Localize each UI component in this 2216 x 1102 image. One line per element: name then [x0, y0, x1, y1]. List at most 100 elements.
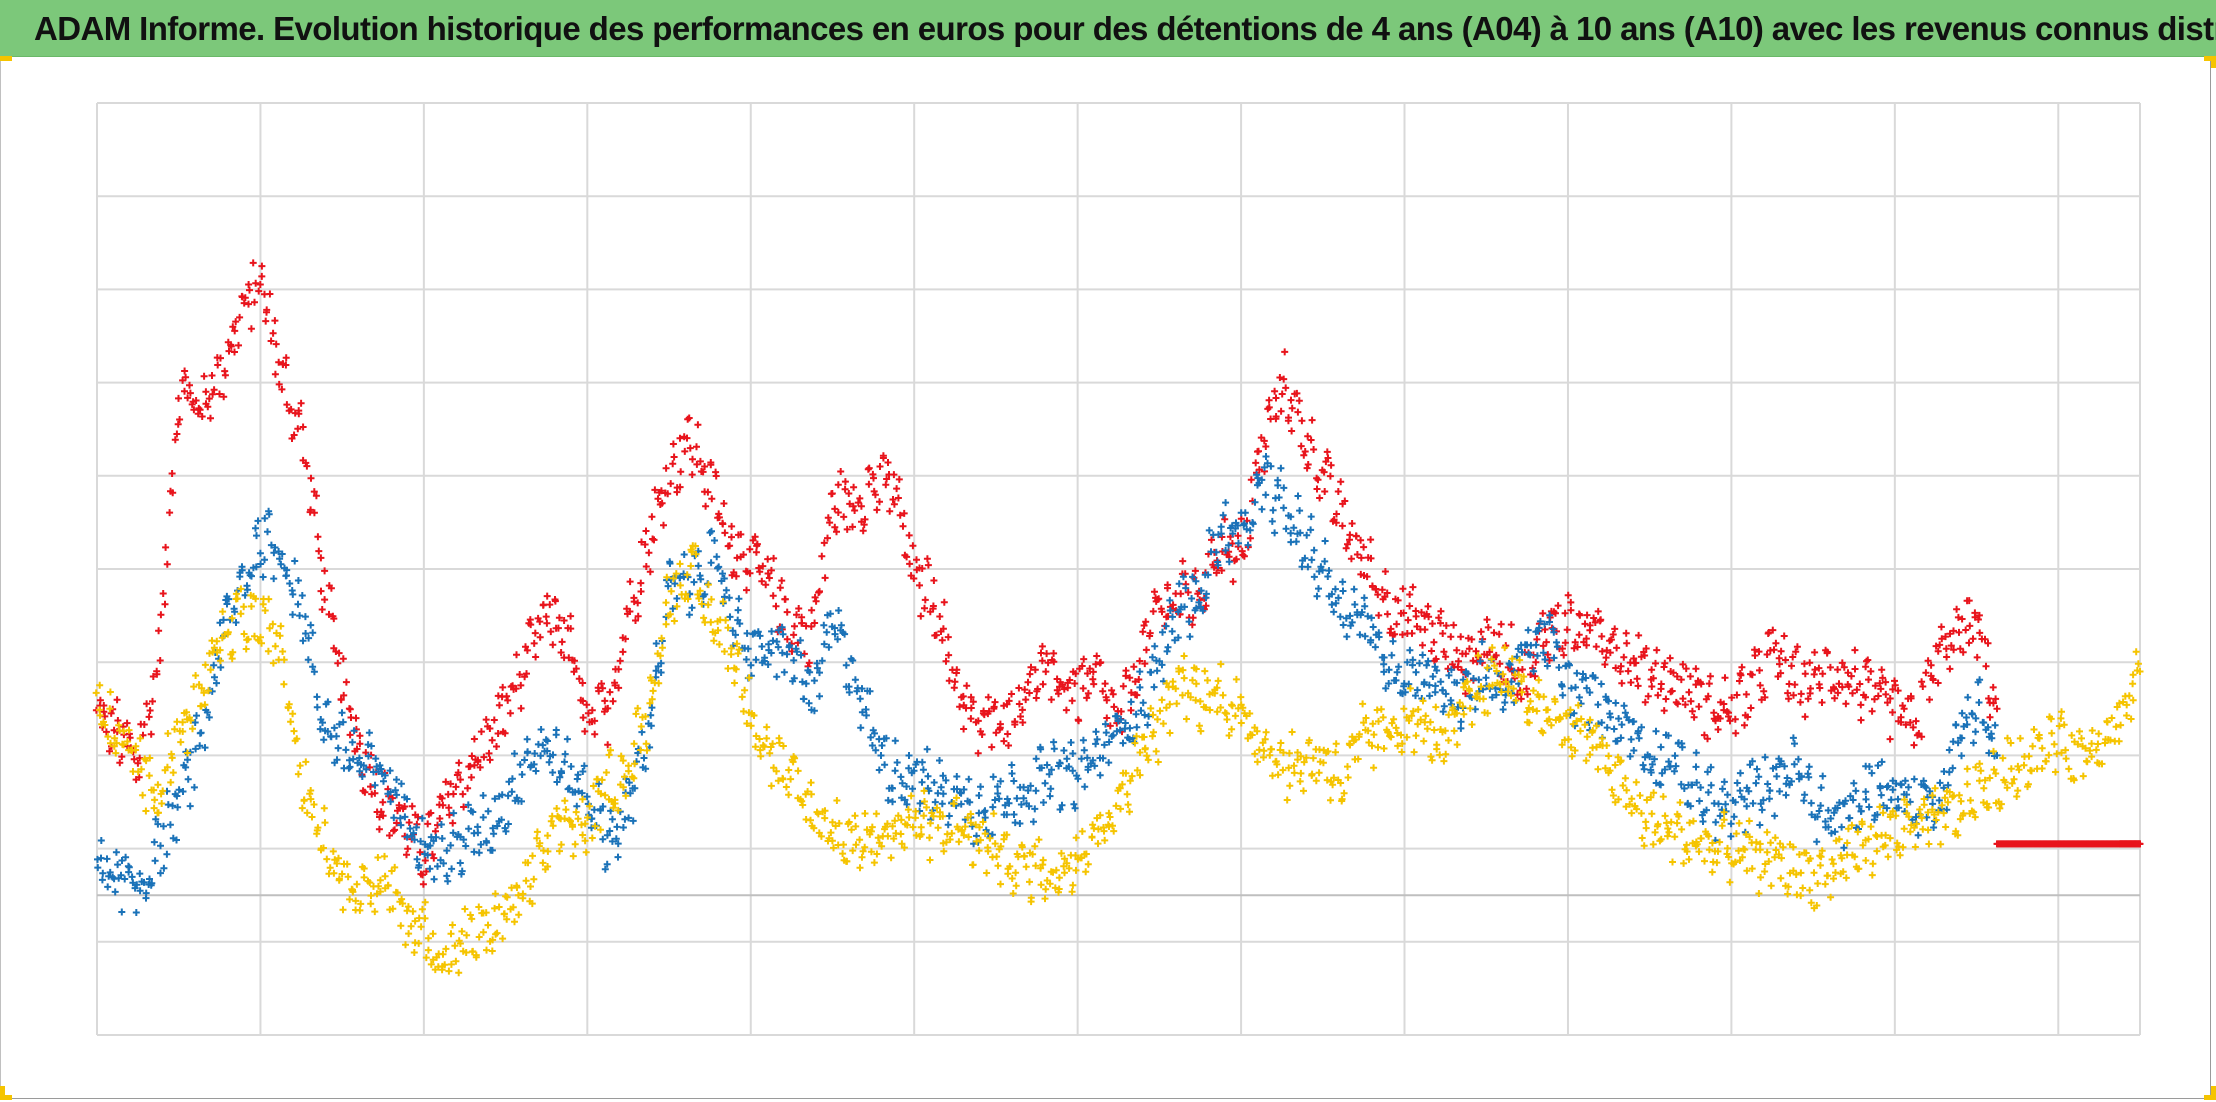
- series-1-marker: [426, 865, 434, 873]
- series-0-marker: [175, 394, 182, 402]
- series-2-marker: [1228, 702, 1236, 710]
- series-1-marker: [957, 789, 965, 797]
- series-0-marker: [1918, 678, 1926, 686]
- series-1-marker: [1380, 660, 1388, 668]
- series-1-marker: [1972, 714, 1980, 722]
- series-1-marker: [1963, 721, 1971, 728]
- series-2-marker: [1586, 716, 1594, 724]
- series-1-marker: [1271, 529, 1279, 537]
- series-2-marker: [1460, 710, 1468, 718]
- series-0-marker: [1865, 676, 1872, 684]
- series-1-marker: [1060, 747, 1068, 754]
- series-1-marker: [1707, 781, 1715, 789]
- series-1-marker: [773, 638, 781, 646]
- series-0-marker: [554, 624, 562, 632]
- series-1-marker: [1541, 620, 1549, 628]
- series-2-marker: [1297, 752, 1305, 760]
- series-1-marker: [157, 869, 164, 877]
- series-2-marker: [1126, 808, 1133, 816]
- series-0-marker: [879, 452, 887, 460]
- series-0-marker: [896, 511, 904, 519]
- series-2-marker: [1403, 733, 1411, 741]
- series-0-marker: [174, 420, 182, 428]
- series-1-marker: [629, 817, 637, 825]
- series-1-marker: [567, 763, 575, 770]
- series-2-marker: [1977, 767, 1985, 775]
- series-2-marker: [519, 890, 527, 898]
- series-0-marker: [377, 808, 385, 816]
- series-2-marker: [1315, 769, 1323, 777]
- series-1-marker: [1426, 692, 1434, 700]
- series-2-marker: [1254, 758, 1261, 766]
- series-0-marker: [310, 488, 318, 496]
- series-1-marker: [1855, 802, 1863, 810]
- series-2-marker: [1223, 716, 1231, 723]
- series-1-marker: [701, 590, 709, 598]
- series-2-marker: [1009, 890, 1017, 897]
- series-0-marker: [493, 743, 500, 750]
- series-1-marker: [965, 775, 973, 783]
- series-1-marker: [390, 814, 398, 822]
- series-0-marker: [1934, 679, 1942, 687]
- series-1-marker: [1533, 652, 1541, 660]
- series-2-marker: [1920, 801, 1928, 809]
- series-1-marker: [346, 756, 353, 764]
- series-1-marker: [1824, 806, 1832, 814]
- series-1-marker: [549, 751, 557, 759]
- series-1-marker: [1546, 611, 1554, 619]
- series-2-marker: [557, 841, 565, 849]
- series-2-marker: [155, 809, 162, 817]
- series-0-marker: [921, 596, 929, 604]
- series-0-marker: [283, 401, 291, 409]
- series-1-marker: [1499, 706, 1507, 713]
- series-2-marker: [2029, 742, 2037, 750]
- series-1-marker: [1269, 506, 1277, 514]
- series-2-marker: [1290, 769, 1298, 777]
- series-2-marker: [1990, 766, 1998, 774]
- series-2-marker: [1567, 743, 1575, 751]
- series-1-marker: [114, 861, 122, 869]
- series-0-marker: [669, 440, 677, 448]
- series-2-marker: [1568, 752, 1576, 760]
- series-0-marker: [645, 549, 653, 557]
- series-0-marker: [1648, 683, 1656, 690]
- series-1-marker: [1121, 719, 1129, 727]
- series-1-marker: [511, 750, 518, 758]
- series-2-marker: [2115, 737, 2123, 745]
- series-0-marker: [588, 706, 596, 714]
- series-2-marker: [1784, 890, 1792, 898]
- series-2-marker: [714, 626, 722, 634]
- series-2-marker: [429, 930, 437, 938]
- series-1-marker: [588, 824, 595, 832]
- series-0-marker: [1127, 689, 1135, 697]
- series-1-marker: [1746, 761, 1754, 769]
- series-0-marker: [236, 313, 244, 321]
- series-0-marker: [96, 696, 104, 704]
- series-2-marker: [1829, 860, 1837, 868]
- series-2-marker: [197, 702, 205, 710]
- series-0-marker: [1418, 608, 1425, 616]
- series-2-marker: [187, 716, 195, 724]
- series-1-marker: [790, 674, 798, 682]
- series-0-marker: [208, 372, 216, 379]
- series-2-marker: [1683, 841, 1691, 849]
- series-2-marker: [1963, 765, 1971, 773]
- series-2-marker: [2058, 708, 2065, 716]
- series-2-marker: [1957, 797, 1965, 805]
- series-1-marker: [820, 621, 828, 629]
- series-0-marker: [1878, 666, 1886, 674]
- series-1-marker: [779, 630, 787, 638]
- series-1-marker: [1429, 673, 1437, 680]
- series-0-marker: [1561, 639, 1569, 647]
- series-1-marker: [1234, 522, 1242, 529]
- series-0-marker: [1681, 701, 1689, 709]
- series-1-marker: [1772, 763, 1780, 771]
- series-0-marker: [1412, 612, 1420, 620]
- series-2-marker: [1302, 754, 1310, 762]
- series-1-marker: [154, 820, 162, 828]
- series-0-marker: [1391, 630, 1399, 638]
- series-2-marker: [561, 815, 569, 823]
- series-0-marker: [1158, 608, 1166, 616]
- series-2-marker: [394, 889, 401, 897]
- series-0-marker: [1705, 680, 1713, 688]
